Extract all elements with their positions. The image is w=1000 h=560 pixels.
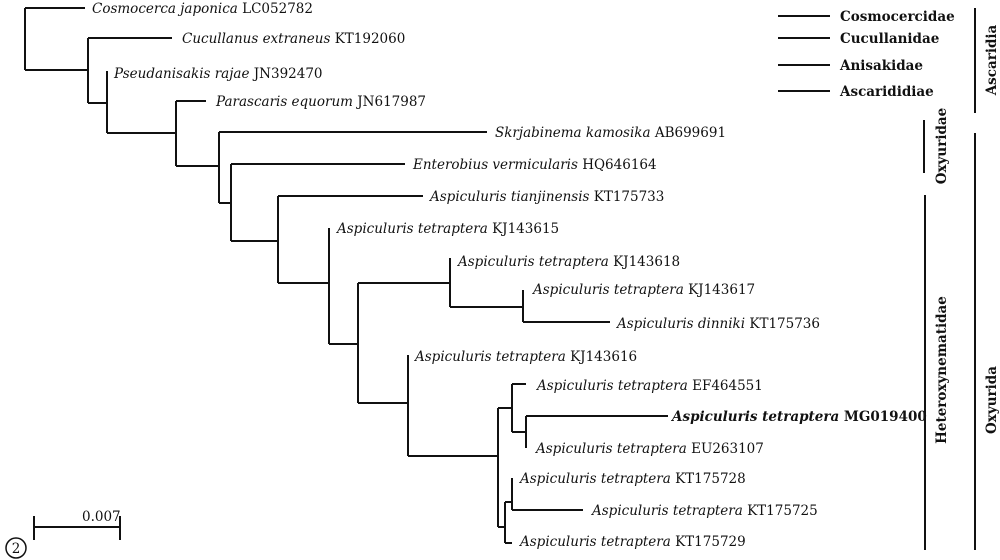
accession-number: KT175725 (747, 503, 818, 519)
accession-number: KJ143618 (613, 254, 680, 270)
accession-number: LC052782 (242, 1, 313, 17)
clade-label-oxyuridae: Oxyuridae (934, 108, 950, 185)
accession-number: HQ646164 (582, 157, 656, 173)
species-name: Cucullanus extraneus (182, 31, 335, 47)
leaf-label: Aspiculuris tetraptera KJ143617 (531, 282, 755, 298)
panel-number: 2 (12, 541, 21, 557)
leaf-label: Cucullanus extraneus KT192060 (182, 31, 405, 47)
panel-number-circle (5, 537, 27, 559)
clade-label-oxyurida: Oxyurida (984, 366, 1000, 434)
species-name: Cosmocerca japonica (92, 1, 242, 17)
leaf-label: Aspiculuris tetraptera KJ143615 (335, 221, 559, 237)
species-name: Aspiculuris tetraptera (670, 409, 844, 425)
leaf-label: Skrjabinema kamosika AB699691 (495, 125, 726, 141)
accession-number: KT175729 (675, 534, 746, 550)
family-legend-label: Cucullanidae (840, 31, 939, 47)
accession-number: KJ143615 (492, 221, 559, 237)
family-legend-label: Anisakidae (839, 58, 923, 74)
species-name: Skrjabinema kamosika (495, 125, 655, 141)
leaf-label: Aspiculuris tetraptera KJ143616 (413, 349, 637, 365)
leaf-label: Parascaris equorum JN617987 (215, 94, 426, 110)
species-name: Aspiculuris tetraptera (531, 282, 688, 298)
accession-number: KJ143617 (688, 282, 755, 298)
leaf-label: Aspiculuris tianjinensis KT175733 (428, 189, 664, 205)
species-name: Aspiculuris dinniki (615, 316, 749, 332)
leaf-label: Aspiculuris tetraptera EF464551 (535, 378, 763, 394)
leaf-label: Cosmocerca japonica LC052782 (92, 1, 313, 17)
leaf-label: Enterobius vermicularis HQ646164 (412, 157, 657, 173)
accession-number: KT192060 (335, 31, 406, 47)
species-name: Pseudanisakis rajae (113, 66, 254, 82)
accession-number: AB699691 (654, 125, 726, 141)
leaf-label: Pseudanisakis rajae JN392470 (113, 66, 323, 82)
leaf-label: Aspiculuris tetraptera KT175725 (590, 503, 818, 519)
species-name: Aspiculuris tianjinensis (428, 189, 594, 205)
leaf-label: Aspiculuris tetraptera EU263107 (534, 441, 764, 457)
leaf-label: Aspiculuris dinniki KT175736 (615, 316, 820, 332)
species-name: Aspiculuris tetraptera (534, 441, 691, 457)
family-legend-label: Cosmocercidae (840, 9, 955, 25)
species-name: Aspiculuris tetraptera (518, 471, 675, 487)
accession-number: JN392470 (252, 66, 323, 82)
accession-number: EU263107 (691, 441, 764, 457)
accession-number: KJ143616 (570, 349, 637, 365)
leaf-label: Aspiculuris tetraptera KJ143618 (456, 254, 680, 270)
family-legend-label: Ascarididiae (839, 84, 934, 100)
species-name: Aspiculuris tetraptera (590, 503, 747, 519)
accession-number: MG019400 (844, 409, 927, 425)
leaf-label: Aspiculuris tetraptera KT175728 (518, 471, 746, 487)
accession-number: KT175736 (749, 316, 820, 332)
accession-number: EF464551 (692, 378, 763, 394)
accession-number: JN617987 (355, 94, 426, 110)
species-name: Aspiculuris tetraptera (335, 221, 492, 237)
accession-number: KT175733 (594, 189, 665, 205)
scale-bar-label: 0.007 (82, 509, 121, 525)
species-name: Aspiculuris tetraptera (456, 254, 613, 270)
leaf-label: Aspiculuris tetraptera MG019400 (670, 409, 927, 425)
accession-number: KT175728 (675, 471, 746, 487)
clade-label-ascaridia: Ascaridia (984, 24, 1000, 96)
species-name: Enterobius vermicularis (412, 157, 582, 173)
species-name: Aspiculuris tetraptera (413, 349, 570, 365)
species-name: Aspiculuris tetraptera (518, 534, 675, 550)
species-name: Aspiculuris tetraptera (535, 378, 692, 394)
leaf-label: Aspiculuris tetraptera KT175729 (518, 534, 746, 550)
clade-label-heteroxynematidae: Heteroxynematidae (934, 296, 950, 444)
species-name: Parascaris equorum (215, 94, 357, 110)
